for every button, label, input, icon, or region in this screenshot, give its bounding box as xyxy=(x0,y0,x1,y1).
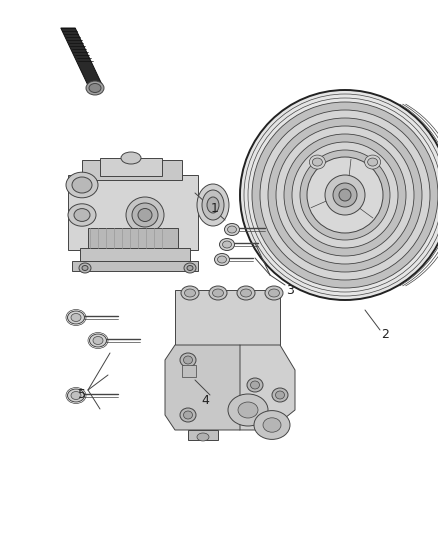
Circle shape xyxy=(333,183,357,207)
Ellipse shape xyxy=(254,410,290,439)
Ellipse shape xyxy=(367,158,378,166)
Ellipse shape xyxy=(72,177,92,193)
Circle shape xyxy=(260,110,430,280)
Ellipse shape xyxy=(237,286,255,300)
Ellipse shape xyxy=(86,81,104,95)
Ellipse shape xyxy=(238,402,258,418)
Bar xyxy=(82,160,182,180)
Ellipse shape xyxy=(218,256,226,263)
Ellipse shape xyxy=(132,203,158,227)
Bar xyxy=(68,175,198,250)
Bar xyxy=(175,290,280,345)
Polygon shape xyxy=(311,200,328,208)
Ellipse shape xyxy=(263,418,281,432)
Bar xyxy=(100,158,162,176)
Ellipse shape xyxy=(365,155,381,169)
Ellipse shape xyxy=(180,353,196,367)
Ellipse shape xyxy=(225,223,240,236)
Ellipse shape xyxy=(82,265,88,271)
Polygon shape xyxy=(349,159,351,177)
Ellipse shape xyxy=(197,184,229,226)
Ellipse shape xyxy=(181,286,199,300)
Ellipse shape xyxy=(240,289,251,297)
Circle shape xyxy=(325,175,365,215)
Circle shape xyxy=(284,134,406,256)
Ellipse shape xyxy=(121,152,141,164)
Circle shape xyxy=(339,189,351,201)
Ellipse shape xyxy=(71,392,81,400)
Bar xyxy=(72,261,198,271)
Ellipse shape xyxy=(187,265,193,271)
Ellipse shape xyxy=(207,197,219,213)
Ellipse shape xyxy=(126,197,164,233)
Bar xyxy=(182,365,196,377)
Ellipse shape xyxy=(247,378,263,392)
Ellipse shape xyxy=(309,155,325,169)
Ellipse shape xyxy=(68,204,96,226)
Circle shape xyxy=(268,118,422,272)
Ellipse shape xyxy=(180,408,196,422)
Ellipse shape xyxy=(228,394,268,426)
Ellipse shape xyxy=(272,388,288,402)
Ellipse shape xyxy=(93,336,103,344)
Text: 4: 4 xyxy=(201,393,209,407)
Text: 2: 2 xyxy=(381,328,389,342)
Ellipse shape xyxy=(184,411,192,419)
Ellipse shape xyxy=(67,311,85,324)
Ellipse shape xyxy=(138,208,152,222)
Circle shape xyxy=(307,157,383,233)
Ellipse shape xyxy=(227,226,237,233)
Ellipse shape xyxy=(209,286,227,300)
Ellipse shape xyxy=(184,289,195,297)
Polygon shape xyxy=(215,345,295,430)
Bar xyxy=(188,430,218,440)
Ellipse shape xyxy=(184,263,196,273)
Ellipse shape xyxy=(66,172,98,198)
Ellipse shape xyxy=(212,289,223,297)
Polygon shape xyxy=(359,207,373,218)
Ellipse shape xyxy=(71,313,81,321)
Polygon shape xyxy=(61,28,102,85)
Ellipse shape xyxy=(312,158,322,166)
Circle shape xyxy=(308,158,382,232)
Text: 5: 5 xyxy=(78,389,86,401)
Circle shape xyxy=(300,150,390,240)
Circle shape xyxy=(252,102,438,288)
Ellipse shape xyxy=(89,84,101,93)
Ellipse shape xyxy=(276,391,285,399)
Bar xyxy=(88,228,178,248)
Polygon shape xyxy=(165,345,240,430)
Ellipse shape xyxy=(197,433,209,441)
Ellipse shape xyxy=(215,254,230,265)
Bar xyxy=(80,248,190,262)
Ellipse shape xyxy=(251,381,259,389)
Ellipse shape xyxy=(74,208,90,221)
Ellipse shape xyxy=(223,241,232,248)
Ellipse shape xyxy=(219,238,234,251)
Ellipse shape xyxy=(184,356,192,364)
Ellipse shape xyxy=(265,286,283,300)
Ellipse shape xyxy=(268,289,279,297)
Ellipse shape xyxy=(89,334,106,347)
Circle shape xyxy=(276,126,414,264)
Circle shape xyxy=(240,90,438,300)
Text: 1: 1 xyxy=(211,201,219,214)
Ellipse shape xyxy=(79,263,91,273)
Text: 3: 3 xyxy=(286,284,294,296)
Ellipse shape xyxy=(67,389,85,402)
Ellipse shape xyxy=(202,190,224,220)
Circle shape xyxy=(292,142,398,248)
